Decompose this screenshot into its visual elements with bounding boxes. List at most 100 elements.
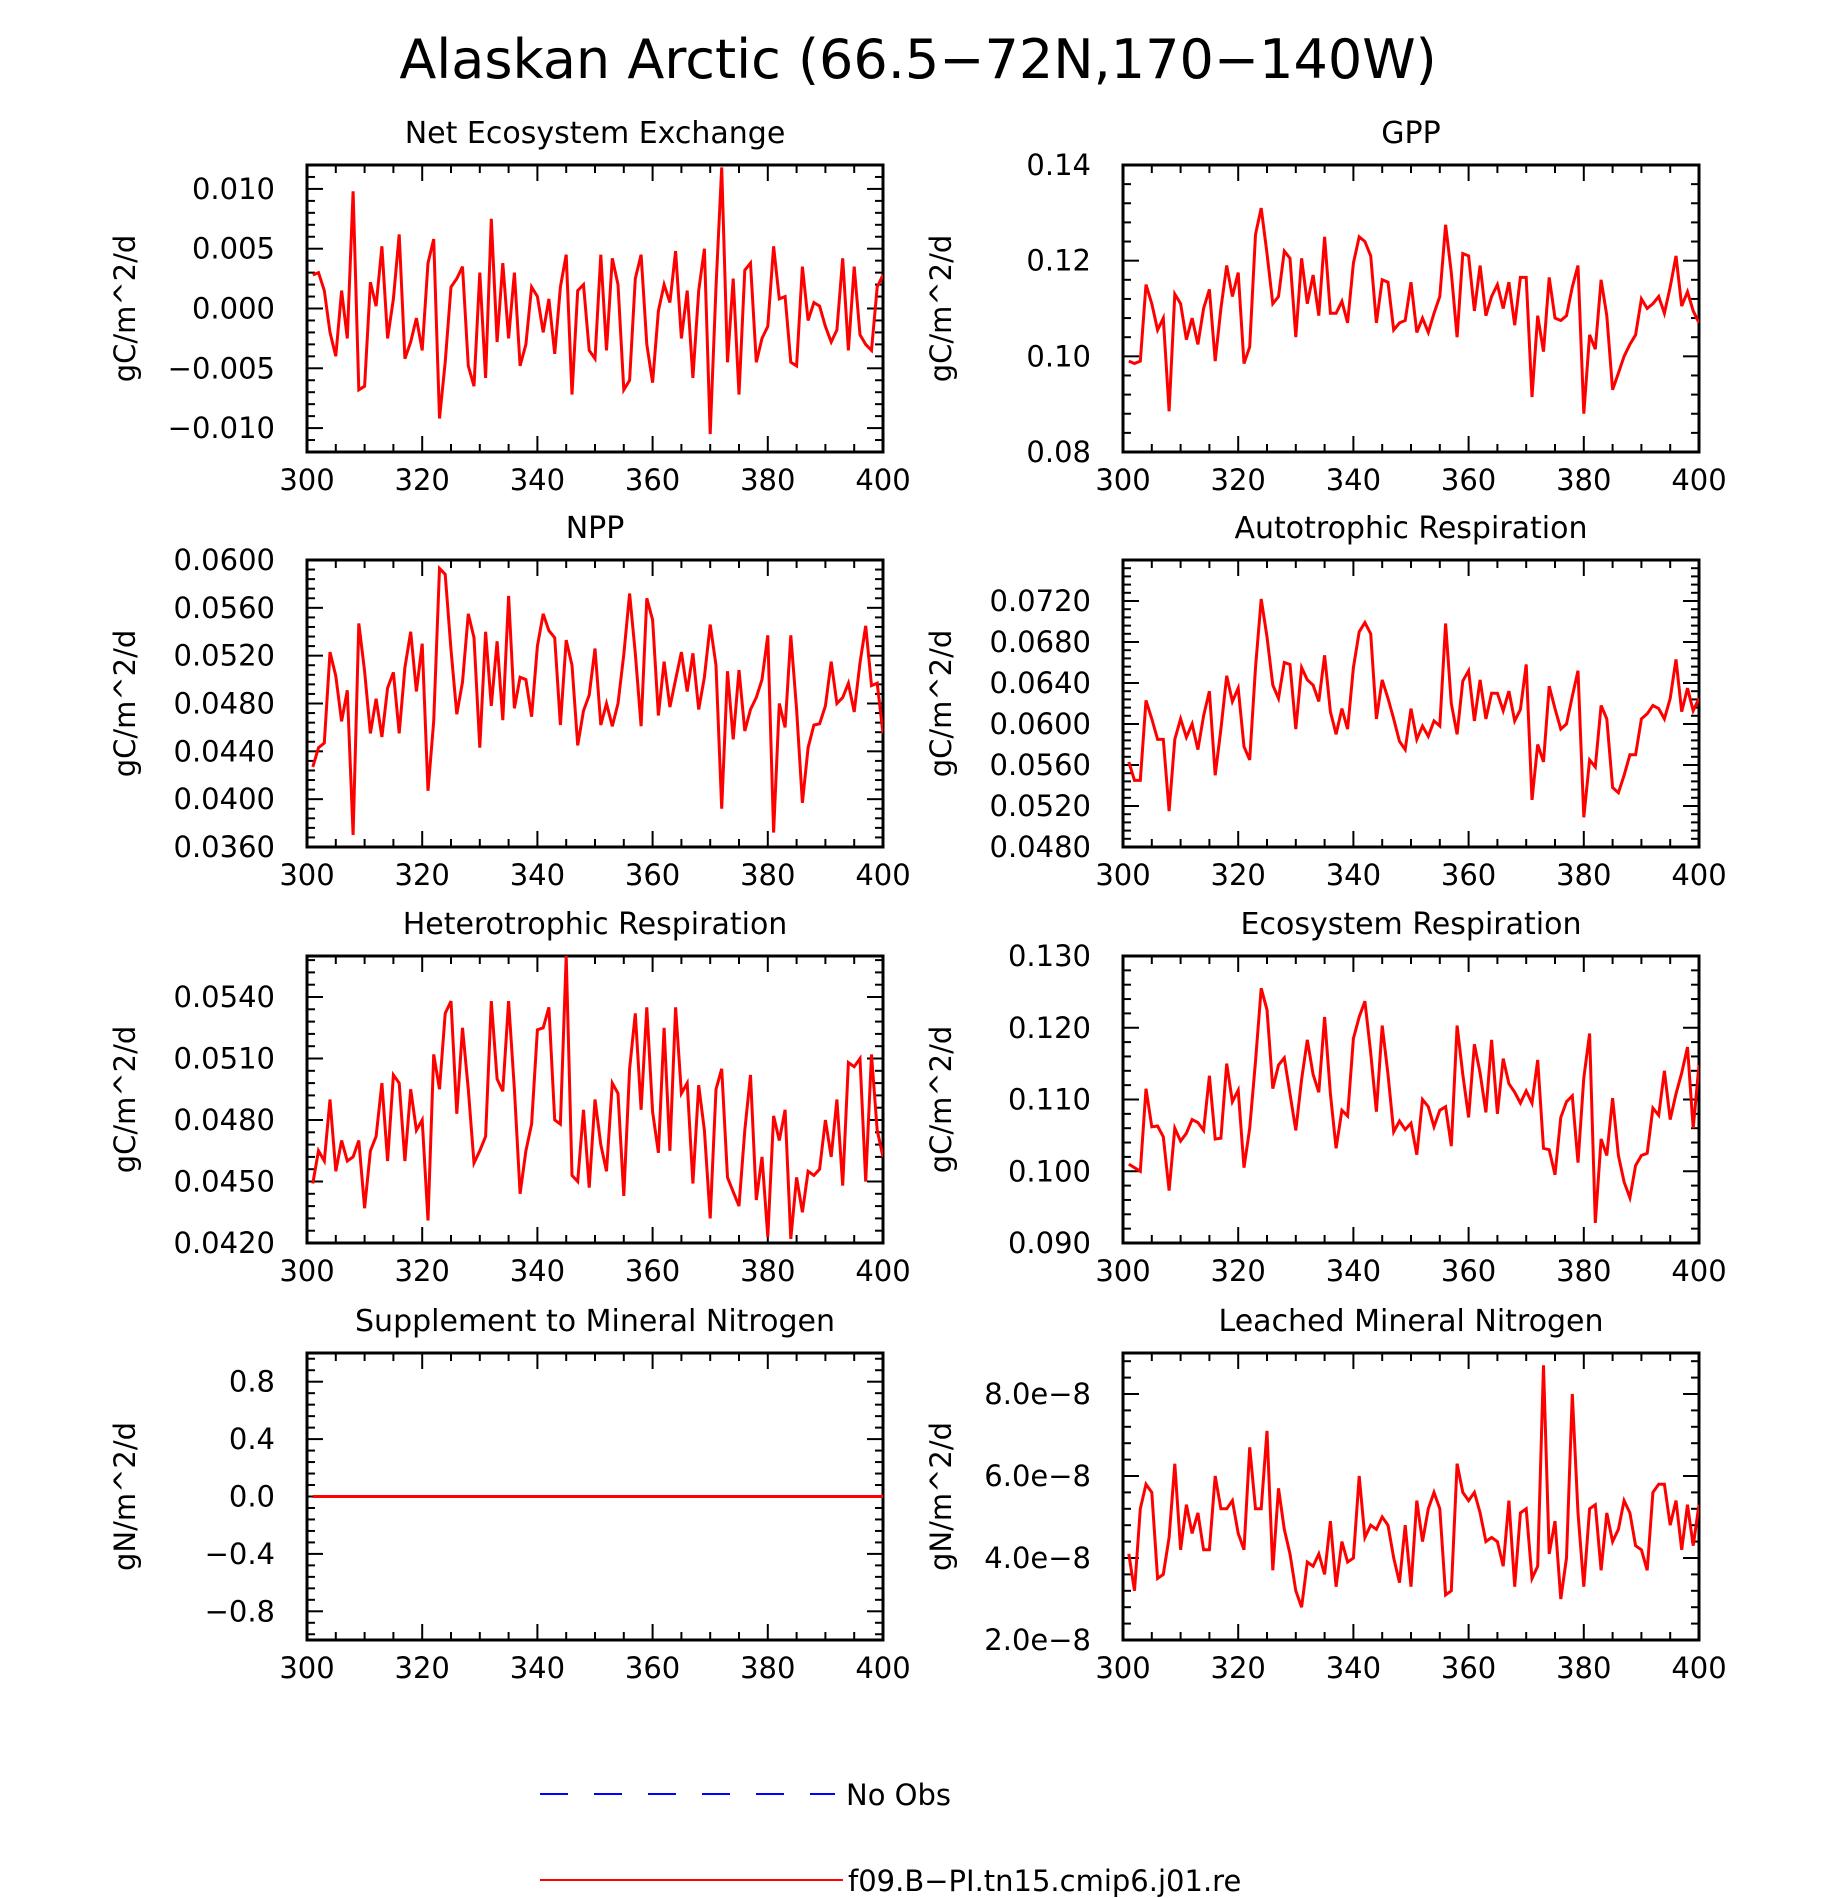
y-axis-label: gC/m^2/d xyxy=(924,630,958,778)
series-line xyxy=(1128,207,1699,414)
panel-title: Autotrophic Respiration xyxy=(1234,511,1587,546)
y-tick-label: 4.0e−8 xyxy=(984,1541,1091,1575)
series-line xyxy=(311,956,883,1240)
x-tick-label: 400 xyxy=(1671,1254,1726,1288)
x-tick-label: 340 xyxy=(510,858,565,892)
x-tick-label: 400 xyxy=(855,858,910,892)
y-tick-label: 0.10 xyxy=(1026,339,1091,373)
x-tick-label: 300 xyxy=(279,1254,334,1288)
y-tick-label: 0.0520 xyxy=(990,789,1091,823)
series-line xyxy=(1127,598,1699,818)
series-line xyxy=(312,167,883,435)
x-tick-label: 340 xyxy=(510,1254,565,1288)
y-axis-label: gC/m^2/d xyxy=(108,630,142,778)
x-tick-label: 340 xyxy=(1326,858,1381,892)
y-tick-label: 0.0480 xyxy=(990,830,1091,864)
x-tick-label: 360 xyxy=(625,1254,680,1288)
y-tick-label: 0.120 xyxy=(1008,1011,1091,1045)
x-tick-label: 300 xyxy=(279,1651,334,1685)
legend-label-no-obs: No Obs xyxy=(846,1778,951,1812)
y-tick-label: 0.0510 xyxy=(174,1042,275,1076)
y-tick-label: 0.0560 xyxy=(990,748,1091,782)
y-tick-label: 0.090 xyxy=(1008,1226,1091,1260)
x-tick-label: 340 xyxy=(1326,1254,1381,1288)
panel-4: Autotrophic Respiration 300 320 340 360 380 40… xyxy=(924,511,1727,892)
y-tick-label: 0.4 xyxy=(229,1422,275,1456)
y-axis-label: gC/m^2/d xyxy=(924,235,958,383)
y-tick-label: 8.0e−8 xyxy=(984,1377,1091,1411)
y-tick-label: −0.005 xyxy=(168,351,275,385)
plot-frame xyxy=(1121,163,1701,454)
y-tick-label: 0.0480 xyxy=(174,1103,275,1137)
x-tick-label: 380 xyxy=(1556,1254,1611,1288)
panel-title: Leached Mineral Nitrogen xyxy=(1219,1304,1604,1339)
y-tick-label: 0.0640 xyxy=(990,666,1091,700)
y-tick-label: 0.0680 xyxy=(990,625,1091,659)
x-tick-label: 400 xyxy=(855,1254,910,1288)
x-tick-label: 360 xyxy=(625,858,680,892)
panel-6: Ecosystem Respiration 300 320 340 360 380 400 0… xyxy=(924,907,1727,1288)
y-axis-label: gN/m^2/d xyxy=(108,1422,142,1571)
panel-8: Leached Mineral Nitrogen 300 320 340 360 380 4… xyxy=(924,1304,1727,1685)
panel-1: Net Ecosystem Exchange 300 320 340 360 380 400… xyxy=(108,116,911,497)
y-axis-label: gN/m^2/d xyxy=(924,1422,958,1571)
y-tick-label: −0.8 xyxy=(205,1594,275,1628)
panel-title: NPP xyxy=(566,511,625,546)
x-tick-label: 320 xyxy=(1211,858,1266,892)
x-tick-label: 300 xyxy=(279,858,334,892)
x-tick-label: 380 xyxy=(740,858,795,892)
y-tick-label: 0.0450 xyxy=(174,1165,275,1199)
legend-label-model: f09.B−PI.tn15.cmip6.j01.re xyxy=(848,1864,1241,1898)
x-tick-label: 300 xyxy=(1095,858,1150,892)
y-tick-label: 0.8 xyxy=(229,1365,275,1399)
x-tick-label: 400 xyxy=(1671,1651,1726,1685)
x-tick-label: 360 xyxy=(1441,858,1496,892)
y-tick-label: −0.010 xyxy=(168,411,275,445)
y-tick-label: 0.0360 xyxy=(174,830,275,864)
y-tick-label: 0.005 xyxy=(192,232,275,266)
y-tick-label: 0.0400 xyxy=(174,782,275,816)
main-title: Alaskan Arctic (66.5−72N,170−140W) xyxy=(399,28,1436,91)
panels: Net Ecosystem Exchange 300 320 340 360 380 400… xyxy=(108,116,1727,1685)
y-tick-label: 0.010 xyxy=(192,172,275,206)
y-axis-label: gC/m^2/d xyxy=(108,235,142,383)
panel-title: Net Ecosystem Exchange xyxy=(405,116,786,151)
y-tick-label: 0.130 xyxy=(1008,939,1091,973)
y-tick-label: 0.000 xyxy=(192,292,275,326)
x-tick-label: 300 xyxy=(1095,1254,1150,1288)
panel-2: GPP 300 320 340 360 380 400 0.08 0.10 0.12 0.14 gC/… xyxy=(924,116,1727,497)
y-tick-label: 0.0600 xyxy=(174,543,275,577)
x-tick-label: 380 xyxy=(740,463,795,497)
y-axis-label: gC/m^2/d xyxy=(108,1026,142,1174)
y-tick-label: 0.0420 xyxy=(174,1226,275,1260)
panel-3: NPP 300 320 340 360 380 400 0.0360 0.0400 0.0440 0… xyxy=(108,511,911,892)
y-tick-label: 0.100 xyxy=(1008,1154,1091,1188)
x-tick-label: 400 xyxy=(1671,858,1726,892)
y-tick-label: 0.0440 xyxy=(174,734,275,768)
y-tick-label: 0.0720 xyxy=(990,584,1091,618)
series-line xyxy=(1127,1365,1699,1608)
x-tick-label: 340 xyxy=(1326,463,1381,497)
x-tick-label: 340 xyxy=(1326,1651,1381,1685)
y-tick-label: 0.0540 xyxy=(174,980,275,1014)
x-tick-label: 320 xyxy=(395,1254,450,1288)
y-tick-label: 0.0480 xyxy=(174,687,275,721)
series-line xyxy=(311,564,883,836)
y-tick-label: −0.4 xyxy=(205,1537,275,1571)
y-tick-label: 0.08 xyxy=(1026,435,1091,469)
x-tick-label: 300 xyxy=(1095,1651,1150,1685)
x-tick-label: 360 xyxy=(1441,463,1496,497)
x-tick-label: 300 xyxy=(279,463,334,497)
x-tick-label: 340 xyxy=(510,463,565,497)
x-tick-label: 360 xyxy=(1441,1651,1496,1685)
panel-title: Supplement to Mineral Nitrogen xyxy=(355,1304,835,1339)
panel-7: Supplement to Mineral Nitrogen 300 320 340 3… xyxy=(108,1304,911,1685)
x-tick-label: 320 xyxy=(1211,1254,1266,1288)
y-tick-label: 6.0e−8 xyxy=(984,1459,1091,1493)
y-axis-label: gC/m^2/d xyxy=(924,1026,958,1174)
x-tick-label: 380 xyxy=(1556,463,1611,497)
x-tick-label: 380 xyxy=(1556,1651,1611,1685)
y-tick-label: 0.0 xyxy=(229,1480,275,1514)
x-tick-label: 320 xyxy=(395,1651,450,1685)
